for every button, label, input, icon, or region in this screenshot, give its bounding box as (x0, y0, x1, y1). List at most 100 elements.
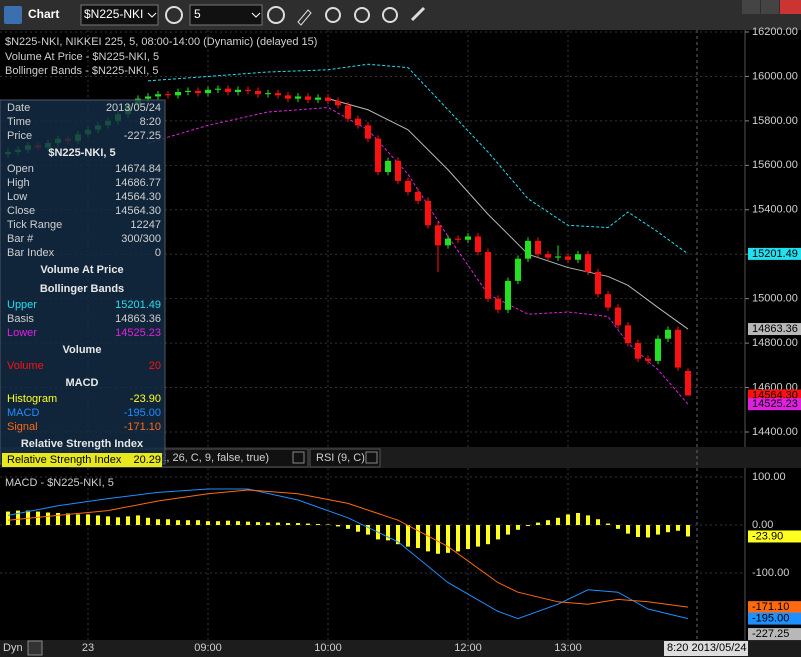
histogram-bar (526, 525, 530, 526)
draw-button[interactable] (297, 9, 312, 26)
value-tag (748, 247, 801, 260)
data-window-label: High (7, 177, 30, 189)
strategy-button[interactable] (382, 7, 398, 23)
histogram-bar (406, 525, 410, 547)
candle-body (195, 90, 201, 94)
data-window-label: Date (7, 102, 30, 114)
tab-label: RSI (9, C) (316, 452, 365, 464)
candle-body (615, 307, 621, 326)
data-window-value: 0 (155, 247, 161, 259)
candle-body (205, 89, 211, 94)
interval: 5 (194, 7, 201, 21)
data-window-value: 14686.77 (115, 177, 161, 189)
settings-button[interactable] (165, 6, 183, 24)
value-tag-label: 14525.23 (752, 398, 798, 410)
y-tick-label: 16000.00 (752, 70, 798, 82)
candle-body (225, 88, 231, 92)
histogram-bar (56, 513, 60, 525)
interval-dropdown[interactable] (189, 4, 263, 26)
candle-body (525, 240, 531, 259)
candle-body (515, 258, 521, 281)
candle-body (245, 89, 251, 91)
histogram-bar (416, 525, 420, 549)
histogram-bar (126, 516, 130, 525)
histogram-bar (116, 517, 120, 525)
candle-body (405, 180, 411, 192)
data-window-header: $N225-NKI, 5 (48, 147, 115, 159)
data-window-label: Price (7, 130, 32, 142)
histogram-bar (366, 525, 370, 535)
value-tag (748, 601, 801, 614)
candle-body (265, 93, 271, 95)
macd-line (7, 488, 689, 620)
histogram-bar (246, 521, 250, 525)
value-tag (748, 530, 801, 543)
histogram-bar (486, 525, 490, 545)
candle-body (635, 343, 641, 359)
histogram-bar (426, 525, 430, 552)
candle-body (675, 329, 681, 368)
bollinger-line (147, 107, 689, 405)
data-window-value: 14564.30 (115, 205, 161, 217)
mode-button[interactable] (27, 640, 43, 656)
candle-body (305, 96, 311, 100)
data-window-label: Time (7, 116, 31, 128)
value-tag (748, 323, 801, 336)
histogram-bar (256, 522, 260, 525)
data-window-value: -227.25 (124, 130, 161, 142)
candle-body (465, 236, 471, 240)
legend-line: Volume At Price - $N225-NKI, 5 (5, 51, 159, 63)
data-window-value: -195.00 (124, 407, 161, 419)
candle-body (655, 338, 661, 361)
histogram-bar (576, 513, 580, 525)
close-button[interactable] (780, 0, 801, 14)
maximize-button[interactable] (761, 0, 779, 14)
histogram-bar (136, 515, 140, 525)
histogram-bar (686, 525, 690, 537)
histogram-bar (96, 515, 100, 525)
histogram-bar (36, 511, 40, 525)
data-window-label: Lower (7, 327, 37, 339)
data-window-header: Volume (63, 344, 102, 356)
candle-body (445, 238, 451, 246)
histogram-bar (106, 516, 110, 525)
tab[interactable] (309, 448, 381, 468)
x-tick-label: 09:00 (194, 642, 222, 654)
candle-body (575, 254, 581, 260)
tool-button[interactable] (410, 6, 426, 22)
play-button[interactable] (354, 7, 370, 23)
histogram-bar (456, 525, 460, 552)
histogram-bar (166, 519, 170, 525)
histogram-bar (626, 525, 630, 534)
histogram-bar (346, 525, 350, 529)
tab-close[interactable] (292, 451, 305, 464)
candle-body (295, 96, 301, 99)
histogram-bar (556, 517, 560, 525)
y-tick-label: 14800.00 (752, 337, 798, 349)
candle-body (215, 88, 221, 90)
data-window-header: Volume At Price (40, 264, 123, 276)
time-button[interactable] (267, 6, 285, 24)
data-window-label: Bar # (7, 233, 34, 245)
histogram-bar (636, 525, 640, 537)
candle-body (645, 358, 651, 361)
window-title: Chart (28, 7, 59, 21)
histogram-bar (216, 521, 220, 525)
tab-close[interactable] (365, 451, 378, 464)
candle-body (685, 370, 691, 396)
y-tick-label: 100.00 (752, 471, 786, 483)
minimize-button[interactable] (742, 0, 760, 14)
data-window-value: 14863.36 (115, 313, 161, 325)
symbol-dropdown[interactable] (80, 4, 159, 26)
candle-body (325, 97, 331, 101)
candle-body (475, 236, 481, 252)
histogram-bar (156, 519, 160, 525)
histogram-bar (386, 525, 390, 541)
candle-body (275, 93, 281, 96)
refresh-button[interactable] (325, 7, 341, 23)
histogram-bar (616, 525, 620, 529)
macd-line (7, 489, 689, 608)
cursor-time-box (664, 641, 748, 656)
panel-title: MACD - $N225-NKI, 5 (5, 477, 114, 489)
